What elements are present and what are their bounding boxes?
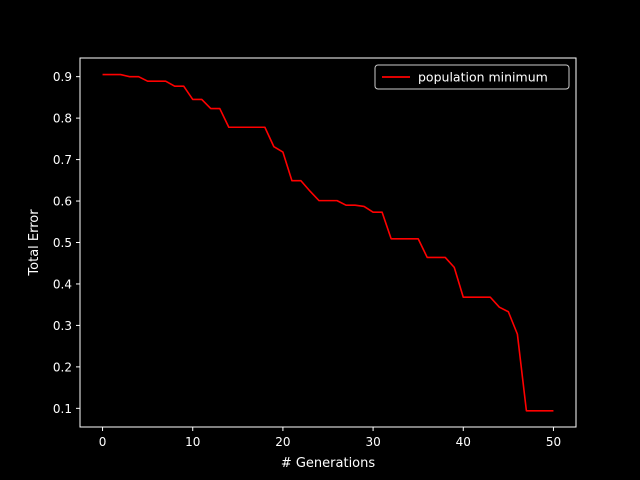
series-line-population-minimum: [102, 73, 554, 412]
y-tick-label: 0.4: [53, 277, 72, 291]
y-tick-label: 0.3: [53, 319, 72, 333]
y-tick-label: 0.6: [53, 195, 72, 209]
y-tick-label: 0.2: [53, 360, 72, 374]
x-tick-label: 40: [456, 435, 471, 449]
y-axis-label: Total Error: [27, 209, 42, 277]
x-tick-label: 30: [365, 435, 380, 449]
legend-box: [374, 64, 570, 90]
y-tick-label: 0.9: [53, 70, 72, 84]
y-tick-label: 0.5: [53, 236, 72, 250]
legend: population minimum: [374, 64, 570, 90]
x-tick-label: 20: [275, 435, 290, 449]
y-tick-label: 0.7: [53, 153, 72, 167]
x-tick-label: 0: [99, 435, 107, 449]
x-tick-label: 50: [546, 435, 561, 449]
x-tick-label: 10: [185, 435, 200, 449]
y-tick-label: 0.1: [53, 402, 72, 416]
x-axis-label: # Generations: [281, 456, 376, 471]
legend-label-population-minimum: population minimum: [418, 70, 548, 85]
y-tick-label: 0.8: [53, 112, 72, 126]
